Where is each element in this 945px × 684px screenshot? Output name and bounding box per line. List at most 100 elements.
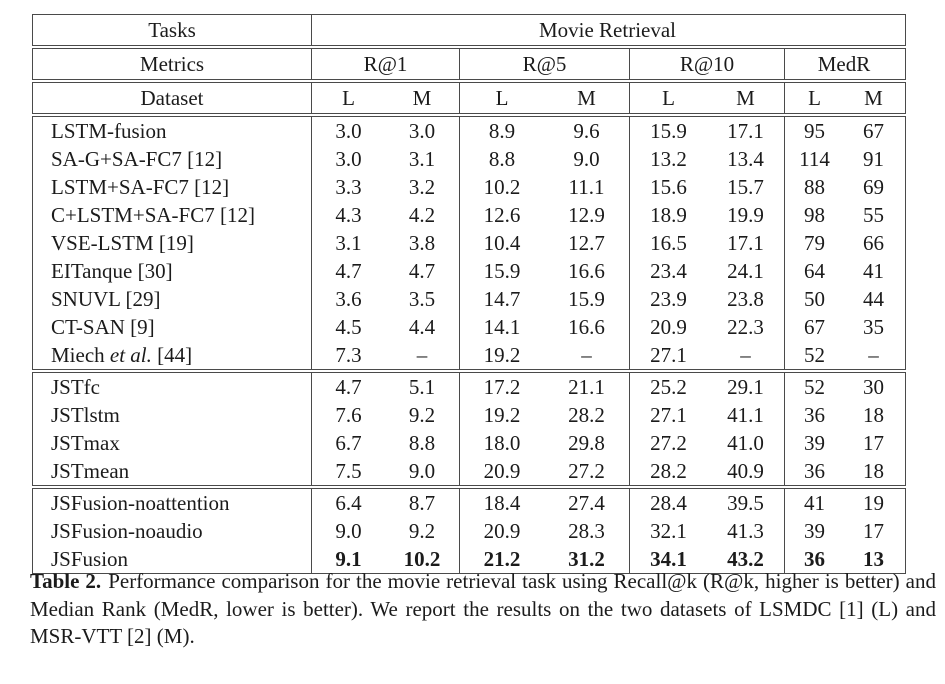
method-label-part: [44] (151, 343, 193, 367)
value-cell: 29.8 (568, 431, 605, 455)
value-cell: – (581, 343, 592, 367)
value-cell: 7.5 (311, 457, 385, 485)
value-cell: 21.2 (459, 545, 544, 573)
value-cell: 23.4 (629, 257, 707, 285)
table-row: JSTfc 4.7 5.1 17.2 21.1 25.2 29.1 52 30 (33, 373, 905, 401)
value-cell: 20.9 (629, 313, 707, 341)
value-cell: 7.6 (311, 401, 385, 429)
value-cell: 3.1 (408, 147, 436, 171)
value-cell: 8.7 (408, 491, 436, 515)
value-cell: 34.1 (629, 545, 707, 573)
movie-retrieval-header: Movie Retrieval (311, 15, 903, 45)
value-cell: 19.2 (459, 401, 544, 429)
table-row: CT-SAN [9] 4.5 4.4 14.1 16.6 20.9 22.3 67 35 (33, 313, 905, 341)
value-cell: 29.1 (727, 375, 764, 399)
dataset-col-header: M (412, 86, 432, 110)
header-metrics-box: Metrics R@1 R@5 R@10 MedR (32, 48, 906, 80)
value-cell: 31.2 (568, 547, 605, 571)
table-row: JSFusion-noattention 6.4 8.7 18.4 27.4 28.4 39… (33, 489, 905, 517)
value-cell: 28.3 (568, 519, 605, 543)
value-cell: 52 (784, 341, 844, 369)
value-cell: 39 (784, 517, 844, 545)
dataset-col-header: L (629, 83, 707, 113)
value-cell: 12.6 (459, 201, 544, 229)
value-cell: 16.5 (629, 229, 707, 257)
value-cell: 95 (784, 117, 844, 145)
value-cell: 7.3 (311, 341, 385, 369)
value-cell: 17 (863, 431, 884, 455)
jst-variants-group: JSTfc 4.7 5.1 17.2 21.1 25.2 29.1 52 30 JSTlstm 7.… (32, 372, 906, 486)
value-cell: 30 (863, 375, 884, 399)
value-cell: 4.3 (311, 201, 385, 229)
header-tasks-box: Tasks Movie Retrieval (32, 14, 906, 46)
method-label: JSTmax (51, 431, 120, 455)
header-dataset-row: Dataset L M L M L M L M (33, 83, 905, 113)
value-cell: 4.5 (311, 313, 385, 341)
value-cell: 19.2 (459, 341, 544, 369)
value-cell: 18 (863, 403, 884, 427)
value-cell: 16.6 (568, 315, 605, 339)
dataset-col-header: L (311, 83, 385, 113)
value-cell: 3.0 (311, 117, 385, 145)
value-cell: 9.0 (573, 147, 600, 171)
method-label: JSTmean (51, 459, 130, 483)
value-cell: 17.2 (459, 373, 544, 401)
jsfusion-variants-group: JSFusion-noattention 6.4 8.7 18.4 27.4 28.4 39… (32, 488, 906, 574)
value-cell: 20.9 (459, 457, 544, 485)
value-cell: 98 (784, 201, 844, 229)
value-cell: 15.9 (629, 117, 707, 145)
caption-number: Table 2. (30, 569, 102, 593)
method-label: Miech et al. [44] (33, 341, 311, 369)
value-cell: 9.2 (408, 519, 436, 543)
value-cell: 40.9 (727, 459, 764, 483)
dataset-col-header: M (736, 86, 755, 110)
value-cell: 43.2 (727, 547, 764, 571)
value-cell: 15.9 (568, 287, 605, 311)
value-cell: 15.6 (629, 173, 707, 201)
value-cell: 27.2 (629, 429, 707, 457)
baselines-group: LSTM-fusion 3.0 3.0 8.9 9.6 15.9 17.1 95 67 SA-G+… (32, 116, 906, 370)
value-cell: 41 (784, 489, 844, 517)
method-label: LSTM+SA-FC7 [12] (51, 175, 230, 199)
results-table: Tasks Movie Retrieval Metrics R@1 R@5 R@… (32, 14, 906, 574)
value-cell: 88 (784, 173, 844, 201)
metrics-header-label: Metrics (139, 52, 205, 76)
value-cell: 16.6 (568, 259, 605, 283)
table-row: JSFusion 9.1 10.2 21.2 31.2 34.1 43.2 36 13 (33, 545, 905, 573)
value-cell: 3.1 (311, 229, 385, 257)
method-label: EITanque [30] (51, 259, 173, 283)
value-cell: 10.2 (403, 547, 441, 571)
value-cell: 79 (784, 229, 844, 257)
value-cell: 8.9 (459, 117, 544, 145)
value-cell: 41.0 (727, 431, 764, 455)
method-label: C+LSTM+SA-FC7 [12] (51, 203, 255, 227)
value-cell: 5.1 (408, 375, 436, 399)
metric-r5-header: R@5 (459, 49, 629, 79)
table-row: LSTM+SA-FC7 [12] 3.3 3.2 10.2 11.1 15.6 15.7 88… (33, 173, 905, 201)
value-cell: 10.2 (459, 173, 544, 201)
value-cell: 3.2 (408, 175, 436, 199)
value-cell: 4.2 (408, 203, 436, 227)
method-label: SA-G+SA-FC7 [12] (51, 147, 223, 171)
value-cell: 8.8 (408, 431, 436, 455)
value-cell: 12.7 (568, 231, 605, 255)
value-cell: 67 (784, 313, 844, 341)
method-label: VSE-LSTM [19] (51, 231, 194, 255)
value-cell: 28.2 (629, 457, 707, 485)
table-row: JSTmax 6.7 8.8 18.0 29.8 27.2 41.0 39 17 (33, 429, 905, 457)
value-cell: 27.2 (568, 459, 605, 483)
value-cell: 9.2 (408, 403, 436, 427)
value-cell: 39 (784, 429, 844, 457)
value-cell: 27.1 (629, 401, 707, 429)
method-label-part: Miech (51, 343, 110, 367)
value-cell: 69 (863, 175, 884, 199)
value-cell: 19.9 (727, 203, 764, 227)
value-cell: 27.4 (568, 491, 605, 515)
value-cell: 4.4 (408, 315, 436, 339)
value-cell: 18.0 (459, 429, 544, 457)
header-tasks-row: Tasks Movie Retrieval (33, 15, 905, 45)
dataset-col-header: L (784, 83, 844, 113)
method-label: JSTfc (51, 375, 100, 399)
metric-r1-header: R@1 (311, 49, 459, 79)
method-label: SNUVL [29] (51, 287, 161, 311)
